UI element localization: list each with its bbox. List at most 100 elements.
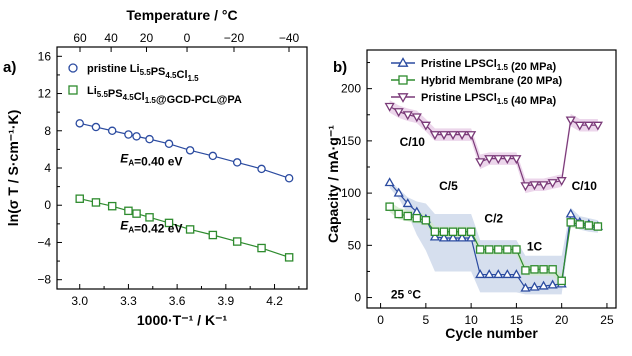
series-2-point-b	[411, 113, 422, 123]
y-tick-label-b: 150	[341, 134, 361, 148]
activation-energy-label-1: EA=0.42 eV	[120, 218, 182, 235]
x-tick-label-a: 3.3	[120, 294, 137, 308]
legend-marker-b-1	[398, 75, 408, 85]
series-0-point-b	[438, 232, 450, 242]
series-0-point-b	[502, 269, 513, 279]
rate-label-0: C/10	[400, 135, 426, 149]
series-2-point-b	[384, 102, 395, 112]
x-tick-label-b: 20	[555, 313, 569, 327]
series-1-point-b	[530, 265, 539, 274]
series-0-point-a	[145, 134, 154, 144]
series-0-point-b	[384, 177, 395, 187]
series-2-point-b	[520, 182, 531, 192]
top-tick-label-a: 60	[73, 31, 87, 45]
rate-label-1: C/5	[439, 179, 458, 193]
series-0-point-a	[257, 164, 266, 174]
legend-marker-b-2	[397, 93, 409, 103]
series-1-point-a	[185, 225, 195, 234]
series-0-point-b	[475, 269, 486, 279]
series-0-point-a	[284, 173, 294, 183]
y-tick-label-a: −8	[37, 273, 51, 287]
y-tick-label-b: 100	[341, 186, 361, 200]
series-0-point-b	[511, 269, 522, 279]
series-1-point-b	[466, 227, 476, 236]
series-2-point-b	[592, 121, 603, 131]
series-0-point-a	[75, 119, 84, 128]
series-2-point-b	[429, 131, 440, 141]
series-2-point-b	[466, 131, 477, 141]
y-tick-label-a: −4	[37, 235, 51, 249]
series-0-point-a	[185, 146, 195, 155]
series-1-point-b	[566, 218, 575, 227]
series-1-point-b	[539, 265, 548, 274]
series-1-point-b	[548, 265, 557, 274]
series-1-point-a	[208, 230, 218, 240]
series-0-point-b	[393, 187, 404, 197]
top-tick-label-a: −40	[279, 31, 300, 45]
series-2-point-b	[547, 179, 558, 189]
series-2-point-b	[538, 181, 549, 191]
series-0-point-b	[520, 282, 531, 292]
y-tick-label-a: 0	[44, 198, 51, 212]
x-tick-label-a: 3.0	[71, 294, 88, 308]
series-1-point-a	[145, 213, 154, 222]
x-tick-label-a: 3.6	[169, 294, 186, 308]
series-1-point-b	[439, 227, 449, 236]
series-1-point-b	[412, 213, 422, 223]
series-0-point-b	[529, 281, 540, 291]
series-2-point-b	[402, 111, 413, 121]
y-tick-label-b: 200	[341, 82, 361, 96]
series-0-point-a	[91, 122, 101, 132]
series-1-point-b	[421, 216, 431, 225]
rate-label-3: 1C	[527, 240, 543, 254]
x-tick-label-b: 5	[423, 313, 430, 327]
series-1-point-a	[232, 237, 242, 246]
series-2-point-b	[484, 155, 495, 165]
legend-label-b-0: Pristine LPSCl1.5 (20 MPa)	[421, 58, 557, 73]
series-1-point-b	[403, 211, 412, 221]
x-axis-label-a: 1000·T⁻¹ / K⁻¹	[137, 312, 228, 328]
x-tick-label-a: 3.9	[217, 294, 234, 308]
series-0-point-a	[208, 151, 218, 161]
series-1-point-b	[521, 266, 530, 275]
panel-label-a: a)	[3, 59, 16, 76]
series-0-point-b	[493, 269, 504, 279]
series-2-point-b	[420, 121, 431, 131]
activation-energy-label-0: EA=0.40 eV	[120, 151, 182, 168]
x-tick-label-b: 10	[464, 313, 478, 327]
y-tick-label-b: 0	[354, 291, 361, 305]
top-tick-label-a: 20	[140, 31, 154, 45]
series-2-point-b	[456, 131, 468, 141]
series-1-point-b	[512, 245, 521, 254]
series-1-point-b	[503, 245, 512, 254]
legend-marker-b-0	[397, 57, 409, 67]
series-0-point-b	[547, 279, 558, 289]
top-tick-label-a: −20	[224, 31, 245, 45]
series-1-point-b	[448, 227, 458, 236]
series-2-point-b	[556, 177, 567, 187]
series-1-point-b	[575, 220, 585, 229]
series-0-point-b	[466, 232, 477, 242]
series-1-point-a	[75, 194, 84, 203]
series-2-point-b	[583, 121, 594, 131]
y-tick-label-a: 16	[38, 49, 52, 63]
series-1-point-b	[457, 227, 467, 236]
legend-marker-a-1	[68, 85, 78, 95]
top-axis-label-a: Temperature / °C	[126, 7, 237, 23]
series-0-point-a	[164, 139, 174, 149]
series-0-point-a	[132, 132, 141, 141]
series-2-point-b	[493, 155, 504, 165]
series-1-point-a	[164, 218, 174, 228]
series-2-point-b	[529, 181, 540, 191]
series-2-point-b	[393, 108, 404, 118]
plot-frame-b	[366, 49, 617, 309]
series-1-point-b	[557, 276, 566, 286]
series-1-point-b	[394, 209, 403, 219]
series-1-point-b	[593, 222, 603, 231]
y-axis-label-a: ln(σ T / S·cm⁻¹·K)	[5, 110, 21, 227]
legend-marker-a-0	[68, 63, 78, 73]
panel-b: 0 5 10 15 20 25 0 50 100 150 200 Cycle number Capaci…	[325, 49, 617, 341]
series-2-point-b	[565, 116, 576, 126]
series-1-point-a	[132, 209, 141, 218]
